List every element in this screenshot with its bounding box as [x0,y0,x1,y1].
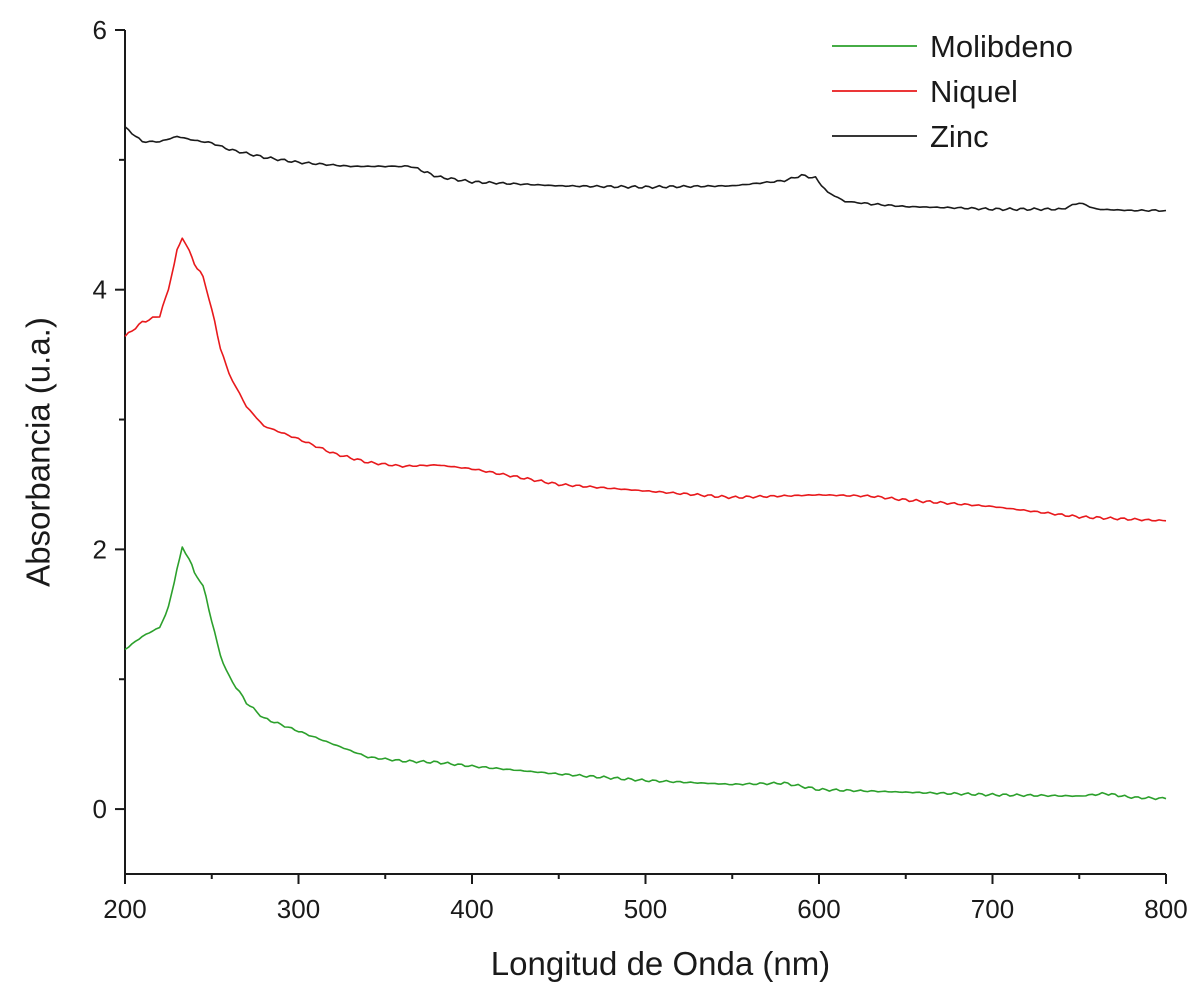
x-tick-label-600: 600 [797,894,840,924]
y-tick-label-4: 4 [93,275,107,305]
legend: Molibdeno Niquel Zinc [832,29,1073,154]
x-tick-label-200: 200 [103,894,146,924]
x-tick-label-300: 300 [277,894,320,924]
x-ticks-layer: 200 300 400 500 600 700 800 [103,874,1188,924]
y-tick-label-6: 6 [93,15,107,45]
x-tick-label-500: 500 [624,894,667,924]
y-ticks-layer: 0 2 4 6 [93,15,125,824]
legend-label-zinc: Zinc [930,119,989,154]
x-tick-label-800: 800 [1144,894,1187,924]
series-line-molibdeno [124,546,1167,801]
series-line-zinc [124,126,1167,213]
series-line-niquel [124,237,1167,522]
legend-label-niquel: Niquel [930,74,1018,109]
y-tick-label-0: 0 [93,794,107,824]
legend-label-molibdeno: Molibdeno [930,29,1073,64]
axes-layer [124,30,1166,875]
x-tick-label-700: 700 [971,894,1014,924]
series-layer [124,126,1167,801]
y-tick-label-2: 2 [93,534,107,564]
x-tick-label-400: 400 [450,894,493,924]
x-axis-title: Longitud de Onda (nm) [491,945,830,982]
y-axis-title: Absorbancia (u.a.) [20,317,57,587]
